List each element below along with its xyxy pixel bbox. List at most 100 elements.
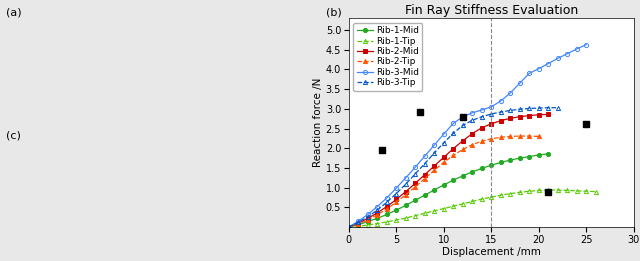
Rib-1-Mid xyxy=(459,174,467,177)
Rib-1-Tip xyxy=(563,189,571,192)
Rib-1-Mid xyxy=(535,153,543,157)
Rib-3-Mid xyxy=(516,82,524,85)
Rib-2-Mid xyxy=(449,147,457,150)
Rib-2-Mid xyxy=(421,173,429,176)
Rib-3-Mid xyxy=(554,57,561,60)
Rib-2-Tip xyxy=(374,213,381,216)
Rib-2-Mid xyxy=(535,113,543,116)
Rib-2-Mid xyxy=(440,156,447,159)
Rib-3-Mid xyxy=(402,176,410,179)
Rib-3-Tip xyxy=(545,106,552,109)
Rib-1-Mid xyxy=(345,226,353,229)
Rib-1-Tip xyxy=(412,214,419,217)
Legend: Rib-1-Mid, Rib-1-Tip, Rib-2-Mid, Rib-2-Tip, Rib-3-Mid, Rib-3-Tip: Rib-1-Mid, Rib-1-Tip, Rib-2-Mid, Rib-2-T… xyxy=(353,23,422,91)
Rib-2-Tip xyxy=(488,137,495,140)
Rib-1-Tip xyxy=(355,225,362,228)
Rib-1-Mid xyxy=(525,155,533,158)
Rib-3-Tip xyxy=(449,132,457,135)
Rib-1-Mid xyxy=(506,158,514,162)
Rib-1-Mid xyxy=(392,209,400,212)
Rib-2-Mid xyxy=(374,211,381,215)
Rib-3-Mid xyxy=(468,111,476,114)
Text: (b): (b) xyxy=(326,8,342,18)
Rib-2-Mid xyxy=(516,115,524,118)
Rib-2-Tip xyxy=(364,218,372,222)
Rib-3-Mid xyxy=(374,205,381,208)
Rib-3-Mid xyxy=(459,115,467,118)
Line: Rib-1-Mid: Rib-1-Mid xyxy=(347,152,550,229)
Rib-2-Mid xyxy=(478,126,486,129)
Rib-1-Tip xyxy=(374,222,381,225)
Rib-3-Mid xyxy=(355,220,362,223)
Rib-3-Mid xyxy=(545,62,552,65)
Rib-1-Mid xyxy=(488,164,495,167)
Rib-3-Mid xyxy=(478,109,486,112)
Rib-3-Tip xyxy=(459,124,467,127)
Rib-1-Tip xyxy=(573,189,580,192)
X-axis label: Displacement /mm: Displacement /mm xyxy=(442,247,541,258)
Text: (c): (c) xyxy=(6,130,21,140)
Rib-2-Tip xyxy=(525,134,533,138)
Line: Rib-1-Tip: Rib-1-Tip xyxy=(347,188,598,229)
Rib-3-Tip xyxy=(488,112,495,116)
Rib-3-Tip xyxy=(421,162,429,165)
Rib-1-Mid xyxy=(383,213,390,216)
Rib-2-Tip xyxy=(535,135,543,138)
Rib-2-Mid xyxy=(345,226,353,229)
Rib-2-Tip xyxy=(449,154,457,157)
Rib-1-Tip xyxy=(421,212,429,215)
Rib-3-Mid xyxy=(525,72,533,75)
Rib-2-Tip xyxy=(345,226,353,229)
Rib-1-Tip xyxy=(345,226,353,229)
Rib-3-Tip xyxy=(506,109,514,112)
Rib-2-Mid xyxy=(431,164,438,168)
Rib-1-Mid xyxy=(402,204,410,207)
Rib-3-Mid xyxy=(345,226,353,229)
Rib-2-Tip xyxy=(402,193,410,196)
Rib-1-Tip xyxy=(488,195,495,199)
Rib-1-Tip xyxy=(440,207,447,210)
Rib-3-Tip xyxy=(431,151,438,155)
Rib-1-Mid xyxy=(449,179,457,182)
Rib-2-Mid xyxy=(392,198,400,201)
Rib-2-Mid xyxy=(383,205,390,208)
Rib-2-Tip xyxy=(478,140,486,143)
Rib-3-Tip xyxy=(468,119,476,122)
Rib-2-Tip xyxy=(383,207,390,211)
Line: Rib-3-Tip: Rib-3-Tip xyxy=(347,106,560,229)
Rib-1-Mid xyxy=(478,167,486,170)
Rib-3-Mid xyxy=(573,48,580,51)
Rib-1-Tip xyxy=(497,194,504,197)
Line: Rib-2-Mid: Rib-2-Mid xyxy=(347,112,550,229)
Rib-2-Tip xyxy=(440,161,447,164)
Rib-2-Mid xyxy=(506,117,514,120)
Rib-3-Tip xyxy=(412,172,419,175)
Rib-2-Tip xyxy=(392,201,400,204)
Rib-1-Tip xyxy=(364,223,372,227)
Rib-1-Tip xyxy=(525,190,533,193)
Rib-1-Tip xyxy=(516,191,524,194)
Rib-2-Mid xyxy=(488,122,495,126)
Rib-3-Tip xyxy=(497,110,504,114)
Rib-3-Mid xyxy=(421,155,429,158)
Rib-2-Mid xyxy=(545,113,552,116)
Rib-3-Tip xyxy=(383,201,390,204)
Rib-2-Tip xyxy=(516,134,524,138)
Rib-3-Mid xyxy=(535,67,543,70)
Line: Rib-2-Tip: Rib-2-Tip xyxy=(347,134,541,229)
Rib-1-Tip xyxy=(468,200,476,203)
Rib-3-Mid xyxy=(431,144,438,147)
Rib-3-Mid xyxy=(563,52,571,55)
Rib-3-Mid xyxy=(506,92,514,95)
Y-axis label: Reaction force /N: Reaction force /N xyxy=(313,78,323,167)
Rib-1-Tip xyxy=(535,189,543,192)
Title: Fin Ray Stiffness Evaluation: Fin Ray Stiffness Evaluation xyxy=(404,4,578,17)
Rib-2-Mid xyxy=(525,114,533,117)
Rib-3-Tip xyxy=(345,226,353,229)
Rib-3-Mid xyxy=(364,213,372,216)
Rib-1-Mid xyxy=(516,157,524,160)
Rib-3-Tip xyxy=(535,106,543,110)
Rib-2-Tip xyxy=(431,169,438,172)
Rib-1-Tip xyxy=(545,188,552,192)
Rib-1-Tip xyxy=(554,188,561,192)
